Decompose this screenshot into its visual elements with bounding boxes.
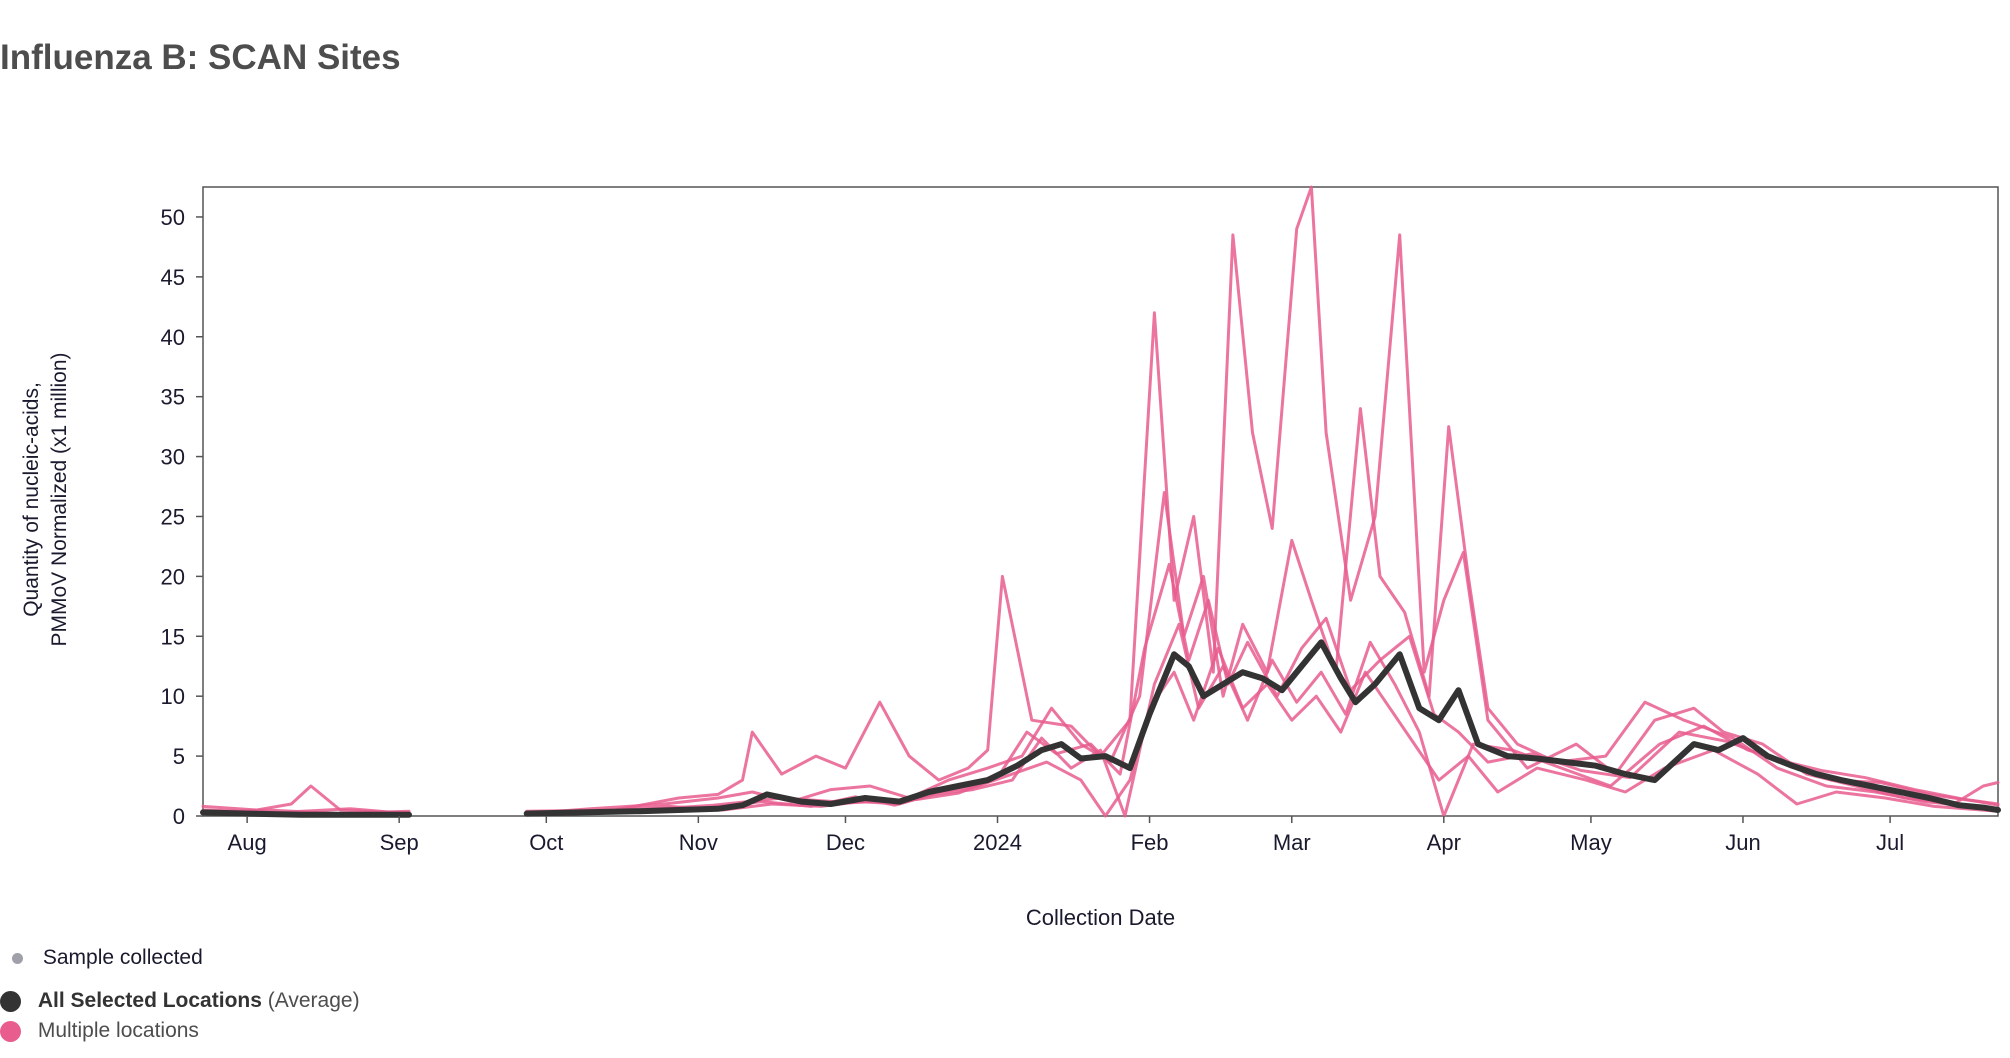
chart: 0 5 10 15 20 25 30 35 40 45 50 Aug Sep Oct Nov Dec 2024… (20, 185, 2001, 930)
legend-locations-label: Multiple locations (37, 1019, 199, 1042)
x-tick-label: Feb (1131, 830, 1169, 855)
y-tick-label: 20 (161, 564, 185, 589)
x-tick-label: Nov (679, 830, 718, 855)
x-tick-label: 2024 (973, 830, 1022, 855)
y-axis: 0 5 10 15 20 25 30 35 40 45 50 (161, 205, 203, 829)
y-tick-label: 30 (161, 445, 185, 470)
y-tick-label: 45 (161, 265, 185, 290)
series-location-line-5[interactable] (525, 562, 2000, 816)
average-dot-icon (0, 990, 21, 1012)
plot-frame (202, 186, 1999, 817)
series-layer (200, 185, 2001, 818)
x-tick-label: Dec (826, 830, 865, 855)
x-tick-label: Jul (1876, 830, 1904, 855)
x-tick-label: Oct (529, 830, 563, 855)
y-tick-label: 40 (161, 325, 185, 350)
x-tick-label: Jun (1725, 830, 1760, 855)
legend-average-name: All Selected Locations (37, 989, 262, 1012)
x-tick-label: Sep (380, 830, 419, 855)
locations-dot-icon (0, 1020, 21, 1042)
y-tick-label: 50 (161, 205, 185, 230)
y-tick-label: 15 (161, 624, 185, 649)
x-tick-label: May (1570, 830, 1612, 855)
y-tick-label: 10 (161, 684, 185, 709)
x-tick-label: Aug (228, 830, 267, 855)
y-tick-label: 0 (173, 804, 185, 829)
legend-average[interactable]: All Selected Locations (Average) (0, 989, 360, 1013)
legend-sample-label: Sample collected (42, 946, 203, 969)
x-axis: Aug Sep Oct Nov Dec 2024 Feb Mar Apr May Jun Jul (228, 816, 1904, 855)
x-axis-label: Collection Date (1026, 905, 1175, 930)
legend-average-suffix: (Average) (267, 989, 360, 1012)
y-axis-label: Quantity of nucleic-acids, PMMoV Normaliz… (20, 352, 71, 646)
y-tick-label: 35 (161, 385, 185, 410)
x-tick-label: Mar (1273, 830, 1311, 855)
x-tick-label: Apr (1427, 830, 1461, 855)
series-location-line-4[interactable] (201, 622, 2000, 818)
legend-sample-collected: Sample collected (0, 946, 203, 970)
series-location-line-1[interactable] (201, 185, 2000, 814)
y-tick-label: 25 (161, 504, 185, 529)
series-average-line[interactable] (200, 639, 2001, 818)
legend-multiple-locations[interactable]: Multiple locations (0, 1019, 199, 1043)
page-title: Influenza B: SCAN Sites (0, 38, 401, 77)
sample-dot-icon (12, 952, 23, 964)
y-tick-label: 5 (173, 744, 185, 769)
series-location-line-3[interactable] (201, 646, 2000, 818)
